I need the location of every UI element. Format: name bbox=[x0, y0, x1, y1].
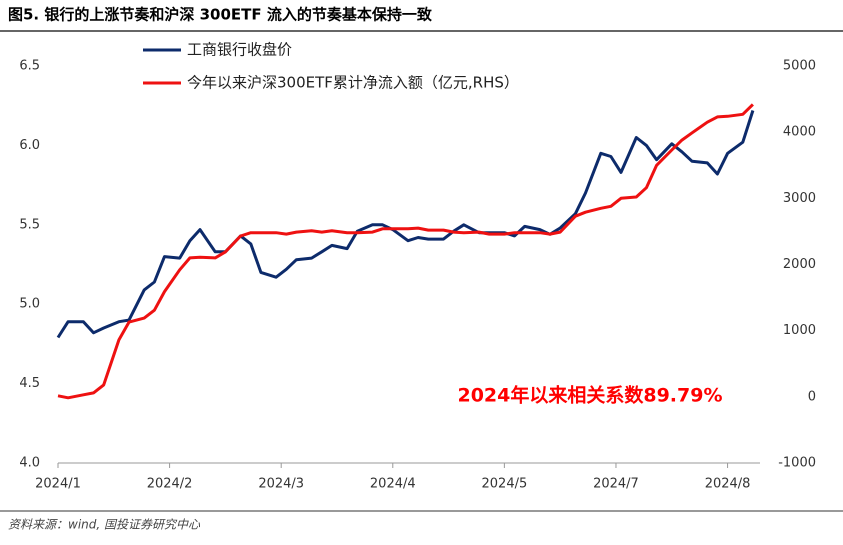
x-tick-label: 2024/3 bbox=[258, 477, 304, 492]
series-line bbox=[57, 103, 754, 400]
x-tick-label: 2024/7 bbox=[593, 477, 639, 492]
legend-label: 今年以来沪深300ETF累计净流入额（亿元,RHS） bbox=[187, 74, 519, 92]
y2-tick-label: -1000 bbox=[778, 456, 816, 471]
x-tick-label: 2024/4 bbox=[370, 477, 416, 492]
series-line bbox=[56, 110, 755, 339]
y-tick-label: 6.5 bbox=[19, 59, 40, 74]
source-note: 资料来源：wind, 国投证券研究中心 bbox=[8, 518, 201, 532]
x-tick-label: 2024/1 bbox=[35, 477, 81, 492]
legend-label: 工商银行收盘价 bbox=[187, 41, 292, 59]
y-tick-label: 5.5 bbox=[19, 217, 40, 232]
y2-tick-label: 0 bbox=[808, 389, 816, 404]
y2-tick-label: 3000 bbox=[783, 191, 816, 206]
y2-tick-label: 5000 bbox=[783, 59, 816, 74]
y-tick-label: 4.0 bbox=[19, 456, 40, 471]
x-tick-label: 2024/2 bbox=[147, 477, 193, 492]
y2-tick-label: 4000 bbox=[783, 125, 816, 140]
chart-title: 图5. 银行的上涨节奏和沪深 300ETF 流入的节奏基本保持一致 bbox=[8, 6, 433, 24]
y2-tick-label: 1000 bbox=[783, 323, 816, 338]
x-tick-label: 2024/5 bbox=[482, 477, 528, 492]
y2-tick-label: 2000 bbox=[783, 257, 816, 272]
annotation: 2024年以来相关系数89.79% bbox=[457, 384, 722, 407]
y-tick-label: 6.0 bbox=[19, 138, 40, 153]
y-tick-label: 5.0 bbox=[19, 297, 40, 312]
y-tick-label: 4.5 bbox=[19, 376, 40, 391]
x-tick-label: 2024/8 bbox=[705, 477, 751, 492]
